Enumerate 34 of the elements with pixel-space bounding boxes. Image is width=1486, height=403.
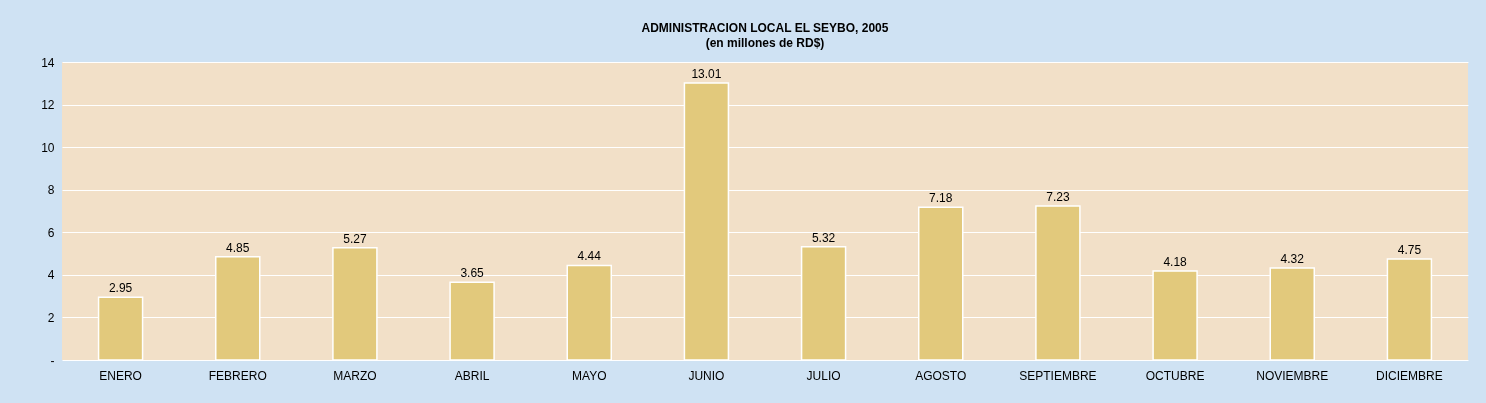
- x-tick-label: OCTUBRE: [1145, 368, 1205, 383]
- y-tick-label: 2: [47, 310, 55, 325]
- data-label: 4.75: [1397, 242, 1422, 257]
- data-label: 5.32: [811, 230, 836, 245]
- chart-subtitle: (en millones de RD$): [705, 36, 825, 50]
- y-tick-label: 4: [47, 268, 55, 283]
- x-tick-label: ABRIL: [454, 368, 490, 383]
- x-tick-label: MAYO: [572, 368, 607, 383]
- y-tick-label: -: [50, 353, 55, 368]
- data-label: 2.95: [108, 281, 133, 296]
- data-label: 4.18: [1163, 255, 1188, 270]
- data-label: 7.18: [929, 191, 953, 206]
- x-tick-label: NOVIEMBRE: [1256, 368, 1329, 383]
- data-label: 13.01: [691, 67, 722, 82]
- data-label: 4.85: [226, 240, 250, 255]
- x-tick-label: JUNIO: [688, 368, 725, 383]
- y-tick-label: 12: [41, 98, 55, 113]
- y-tick-label: 6: [47, 225, 55, 240]
- data-label: 4.32: [1280, 252, 1305, 267]
- data-label: 7.23: [1046, 190, 1070, 205]
- y-tick-label: 14: [41, 55, 55, 70]
- x-tick-label: JULIO: [806, 368, 841, 383]
- x-tick-label: ENERO: [99, 368, 142, 383]
- x-tick-label: FEBRERO: [208, 368, 267, 383]
- data-label: 5.27: [343, 231, 367, 246]
- data-label: 4.44: [577, 249, 602, 264]
- data-label: 3.65: [460, 266, 485, 281]
- chart-title: ADMINISTRACION LOCAL EL SEYBO, 2005: [641, 21, 889, 35]
- x-tick-label: DICIEMBRE: [1376, 368, 1443, 383]
- y-tick-label: 10: [41, 140, 55, 155]
- y-tick-label: 8: [47, 183, 55, 198]
- x-tick-label: MARZO: [333, 368, 377, 383]
- x-tick-label: SEPTIEMBRE: [1019, 368, 1097, 383]
- x-tick-label: AGOSTO: [915, 368, 967, 383]
